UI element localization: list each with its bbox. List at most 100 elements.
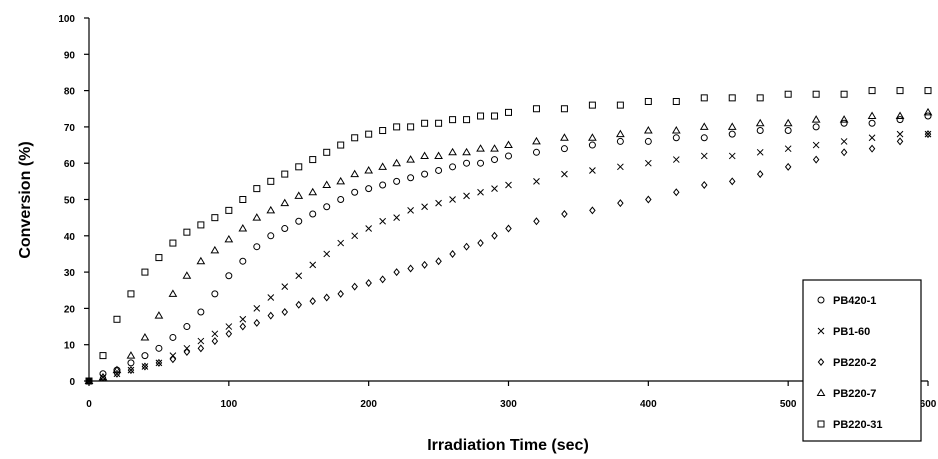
data-point [533,217,540,226]
y-tick-label: 100 [58,14,75,25]
data-point [294,191,304,199]
data-point [406,155,415,163]
data-point [421,260,428,269]
data-point [491,112,499,120]
data-point [267,232,275,240]
data-point [727,122,737,130]
data-point [811,115,821,123]
data-point [812,90,820,98]
data-point [337,196,345,203]
y-tick-label: 0 [69,377,75,388]
data-point [365,130,373,138]
data-point [309,156,317,164]
data-point [281,283,289,290]
data-point [379,127,387,135]
data-point [896,87,904,95]
data-point [644,137,652,145]
data-point [784,90,792,98]
data-point [281,225,289,233]
data-point [784,145,792,153]
data-point [728,94,736,102]
data-point [924,130,932,139]
data-point [351,134,359,142]
legend-label: PB420-1 [833,295,876,307]
data-point [281,170,289,178]
data-point [239,196,247,203]
data-point [183,323,191,331]
data-point [309,297,316,306]
legend-item: PB220-7 [816,388,876,400]
data-point [393,123,401,131]
data-point [197,221,205,229]
data-point [322,180,332,188]
x-tick-label: 0 [86,399,92,410]
data-point [197,308,205,316]
data-point [379,275,386,284]
data-point [643,126,653,134]
data-point [924,130,932,138]
y-tick-label: 20 [64,304,76,315]
y-ticks: 0 10 20 30 40 50 60 70 80 90 100 [58,14,89,388]
data-point [126,351,136,359]
data-point [407,207,414,214]
legend-item: PB220-2 [817,357,876,369]
legend-marker [816,388,826,396]
data-point [365,185,373,193]
data-point [756,170,764,179]
data-point [617,199,624,208]
data-point [505,224,512,233]
data-point [560,133,569,141]
data-point [141,362,149,371]
data-point [924,112,932,120]
data-point [225,323,233,330]
data-point [561,170,568,178]
data-point [728,177,736,186]
data-point [238,224,248,232]
data-point [211,214,219,222]
data-point [393,177,401,185]
data-point [672,97,680,105]
data-point [295,272,303,280]
data-point [840,148,848,157]
data-point [323,203,331,211]
data-point [476,144,485,152]
data-point [113,370,121,378]
data-point [281,308,289,317]
data-point [491,185,498,192]
data-point [365,225,373,232]
data-point [155,358,163,367]
data-point [462,147,471,156]
legend-items: PB420-1 PB1-60 PB220-2 PB220-7 PB220-31 [816,295,883,431]
data-point [154,311,164,319]
data-point [812,141,820,149]
data-point [589,206,596,215]
data-point [868,134,876,142]
data-point [463,159,471,167]
data-point [868,119,876,127]
data-point [407,123,415,131]
data-point [225,272,233,280]
data-point [266,205,276,214]
data-point [435,166,443,174]
data-point [560,145,568,153]
data-point [672,134,680,142]
data-point [923,107,933,116]
data-point [393,214,400,222]
data-point [169,239,177,247]
x-tick-label: 100 [220,399,237,410]
series-layer [84,87,933,385]
data-point [420,151,429,159]
data-point [197,337,205,345]
data-point [337,289,344,298]
data-point [477,188,484,196]
data-point [783,118,793,127]
legend-marker [817,296,825,304]
legend-item: PB420-1 [817,295,876,307]
series-pb220-7 [84,107,933,384]
data-point [756,127,764,135]
data-point [463,192,470,200]
data-point [435,199,442,207]
data-point [671,126,681,134]
data-point [896,137,904,146]
data-point [435,119,443,127]
